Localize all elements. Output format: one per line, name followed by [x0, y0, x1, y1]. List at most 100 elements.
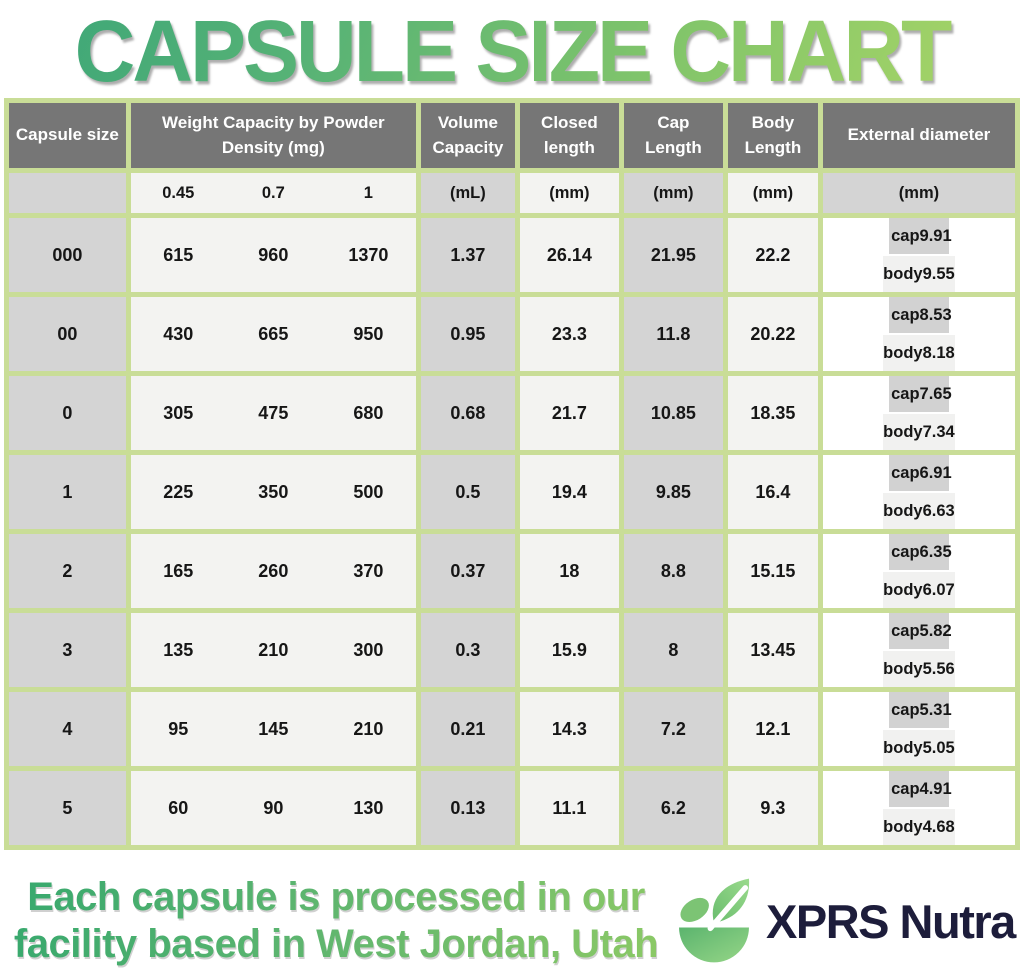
- brand-name: XPRS Nutra: [766, 894, 1016, 948]
- density-045: 0.45: [162, 183, 195, 202]
- closed-length-cell: 11.1: [519, 771, 619, 845]
- body-length-cell: 9.3: [727, 771, 818, 845]
- external-cap-row: cap 9.91: [888, 218, 952, 254]
- weight-07-value: 90: [263, 797, 284, 818]
- weight-045-value: 305: [163, 402, 194, 423]
- capsule-size-cell: 2: [9, 534, 126, 608]
- closed-length-cell: 15.9: [519, 613, 619, 687]
- page-title: CAPSULE SIZE CHART: [0, 0, 1024, 101]
- table-row: 0 305 475 680 0.68 21.7 10.85 18.35 cap …: [9, 376, 1015, 450]
- external-cap-label: cap: [891, 779, 920, 798]
- weight-capacity-cell: 615 960 1370: [130, 218, 416, 292]
- footer: Each capsule is processed in our facilit…: [0, 874, 1024, 968]
- weight-1-value: 680: [353, 402, 384, 423]
- weight-045-value: 165: [163, 560, 194, 581]
- external-cap-label: cap: [891, 542, 920, 561]
- weight-capacity-cell: 95 145 210: [130, 692, 416, 766]
- volume-capacity-cell: 0.21: [420, 692, 515, 766]
- header-external-diameter: External diameter: [822, 103, 1015, 168]
- external-body-row: body 5.05: [883, 730, 955, 766]
- capsule-size-cell: 3: [9, 613, 126, 687]
- volume-capacity-cell: 0.95: [420, 297, 515, 371]
- table-row: 2 165 260 370 0.37 18 8.8 15.15 cap 6.35…: [9, 534, 1015, 608]
- external-body-value: 6.63: [922, 501, 955, 520]
- external-body-label: body: [883, 738, 923, 757]
- external-body-value: 8.18: [922, 343, 955, 362]
- volume-capacity-cell: 0.68: [420, 376, 515, 450]
- weight-capacity-cell: 305 475 680: [130, 376, 416, 450]
- capsule-size-table: Capsule size Weight Capacity by Powder D…: [4, 98, 1020, 850]
- weight-capacity-cell: 135 210 300: [130, 613, 416, 687]
- external-body-row: body 7.34: [883, 414, 955, 450]
- capsule-size-cell: 4: [9, 692, 126, 766]
- cap-length-cell: 7.2: [623, 692, 723, 766]
- table-row: 1 225 350 500 0.5 19.4 9.85 16.4 cap 6.9…: [9, 455, 1015, 529]
- header-volume-capacity: Volume Capacity: [420, 103, 515, 168]
- table-header-row: Capsule size Weight Capacity by Powder D…: [9, 103, 1015, 168]
- external-body-label: body: [883, 422, 923, 441]
- external-cap-row: cap 7.65: [888, 376, 952, 412]
- external-cap-label: cap: [891, 305, 920, 324]
- external-body-value: 5.56: [922, 659, 955, 678]
- external-cap-value: 5.31: [919, 700, 952, 719]
- weight-045-value: 615: [163, 244, 194, 265]
- weight-capacity-cell: 165 260 370: [130, 534, 416, 608]
- external-cap-value: 5.82: [919, 621, 952, 640]
- header-cap-length: Cap Length: [623, 103, 723, 168]
- unit-body: (mm): [727, 173, 818, 213]
- external-diameter-cell: cap 5.31 body 5.05: [822, 692, 1015, 766]
- external-cap-value: 8.53: [919, 305, 952, 324]
- weight-07-value: 665: [258, 323, 289, 344]
- unit-external: (mm): [822, 173, 1015, 213]
- tagline: Each capsule is processed in our facilit…: [6, 874, 666, 968]
- volume-capacity-cell: 0.3: [420, 613, 515, 687]
- closed-length-cell: 23.3: [519, 297, 619, 371]
- closed-length-cell: 18: [519, 534, 619, 608]
- unit-closed: (mm): [519, 173, 619, 213]
- body-length-cell: 15.15: [727, 534, 818, 608]
- external-body-value: 6.07: [922, 580, 955, 599]
- external-body-row: body 6.63: [883, 493, 955, 529]
- header-weight-capacity: Weight Capacity by Powder Density (mg): [130, 103, 416, 168]
- weight-045-value: 225: [163, 481, 194, 502]
- weight-1-value: 370: [353, 560, 384, 581]
- external-cap-value: 7.65: [919, 384, 952, 403]
- cap-length-cell: 8.8: [623, 534, 723, 608]
- table-body: 000 615 960 1370 1.37 26.14 21.95 22.2 c…: [9, 218, 1015, 845]
- closed-length-cell: 14.3: [519, 692, 619, 766]
- external-diameter-cell: cap 5.82 body 5.56: [822, 613, 1015, 687]
- weight-045-value: 60: [168, 797, 189, 818]
- external-body-label: body: [883, 501, 923, 520]
- external-cap-value: 6.91: [919, 463, 952, 482]
- tagline-line-1: Each capsule is processed in our: [27, 875, 645, 919]
- cap-length-cell: 9.85: [623, 455, 723, 529]
- header-body-length: Body Length: [727, 103, 818, 168]
- unit-capsule-size-empty: [9, 173, 126, 213]
- brand-logo: XPRS Nutra: [668, 875, 1016, 967]
- table-units-row: 0.45 0.7 1 (mL) (mm) (mm) (mm) (mm): [9, 173, 1015, 213]
- table-row: 4 95 145 210 0.21 14.3 7.2 12.1 cap 5.31…: [9, 692, 1015, 766]
- weight-1-value: 1370: [348, 244, 389, 265]
- table-row: 5 60 90 130 0.13 11.1 6.2 9.3 cap 4.91 b…: [9, 771, 1015, 845]
- external-cap-label: cap: [891, 384, 920, 403]
- external-cap-label: cap: [891, 700, 920, 719]
- unit-densities: 0.45 0.7 1: [130, 173, 416, 213]
- external-body-value: 5.05: [922, 738, 955, 757]
- weight-045-value: 95: [168, 718, 189, 739]
- weight-1-value: 130: [353, 797, 384, 818]
- table-row: 3 135 210 300 0.3 15.9 8 13.45 cap 5.82 …: [9, 613, 1015, 687]
- volume-capacity-cell: 1.37: [420, 218, 515, 292]
- external-body-label: body: [883, 580, 923, 599]
- weight-capacity-cell: 225 350 500: [130, 455, 416, 529]
- external-body-value: 4.68: [922, 817, 955, 836]
- cap-length-cell: 11.8: [623, 297, 723, 371]
- weight-1-value: 500: [353, 481, 384, 502]
- weight-07-value: 260: [258, 560, 289, 581]
- weight-045-value: 135: [163, 639, 194, 660]
- body-length-cell: 12.1: [727, 692, 818, 766]
- external-body-row: body 9.55: [883, 256, 955, 292]
- closed-length-cell: 19.4: [519, 455, 619, 529]
- volume-capacity-cell: 0.37: [420, 534, 515, 608]
- capsule-size-cell: 00: [9, 297, 126, 371]
